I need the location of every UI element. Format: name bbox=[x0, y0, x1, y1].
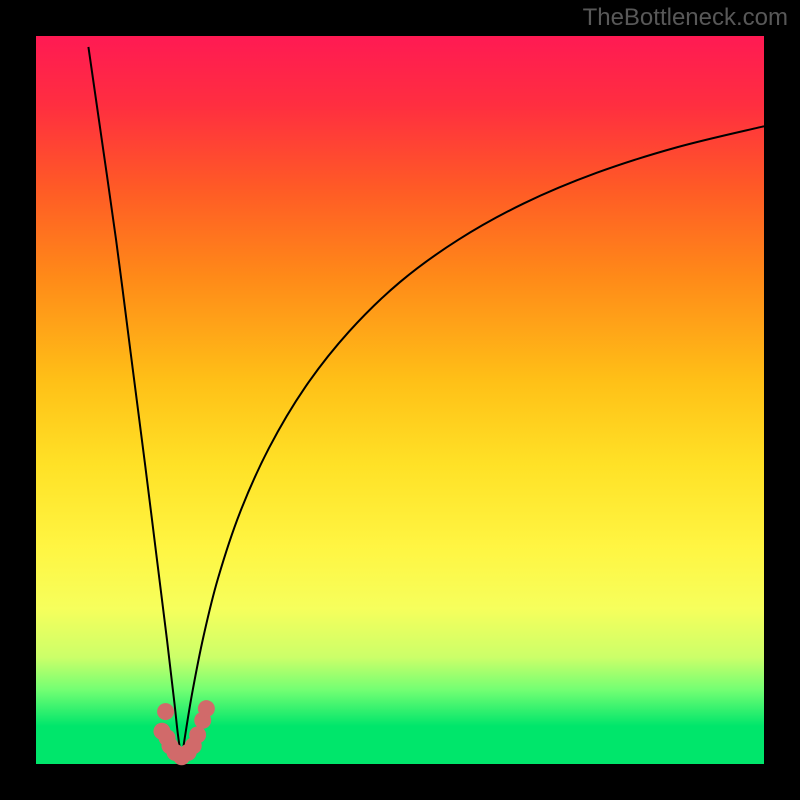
marker-point bbox=[198, 700, 215, 717]
marker-point bbox=[189, 726, 206, 743]
chart-container: TheBottleneck.com bbox=[0, 0, 800, 800]
gradient-area bbox=[36, 36, 764, 726]
marker-point bbox=[157, 703, 174, 720]
green-strip bbox=[36, 726, 764, 764]
bottleneck-plot bbox=[0, 0, 800, 800]
watermark-text: TheBottleneck.com bbox=[583, 4, 788, 32]
